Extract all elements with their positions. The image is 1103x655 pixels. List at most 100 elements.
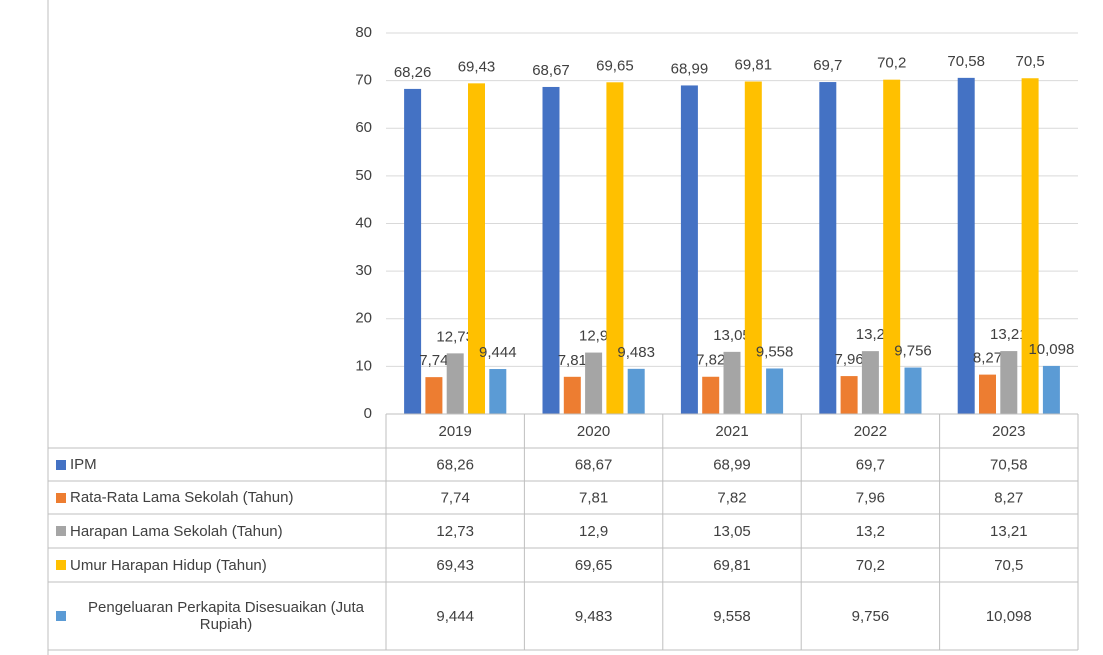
legend-swatch: [56, 526, 66, 536]
legend-entry: IPM: [48, 448, 386, 481]
data-label: 68,99: [671, 60, 709, 77]
data-label: 7,96: [834, 351, 863, 368]
legend-label: Rata-Rata Lama Sekolah (Tahun): [70, 489, 294, 506]
bar: [744, 81, 762, 414]
bar: [542, 86, 560, 415]
data-label: 9,558: [756, 343, 794, 360]
bar: [1000, 351, 1018, 414]
data-label: 69,81: [735, 56, 773, 73]
legend-swatch: [56, 560, 66, 570]
table-cell: 69,43: [436, 557, 474, 574]
bar: [606, 82, 624, 415]
y-tick-label: 30: [355, 262, 372, 279]
x-tick-label: 2021: [715, 423, 748, 440]
x-tick-label: 2022: [854, 423, 887, 440]
table-cell: 9,483: [575, 608, 613, 625]
data-label: 8,27: [973, 350, 1002, 367]
table-cell: 13,05: [713, 523, 751, 540]
y-tick-label: 60: [355, 119, 372, 136]
bar: [468, 83, 485, 414]
data-label: 12,9: [579, 328, 608, 345]
legend-swatch: [56, 492, 66, 503]
x-tick-label: 2023: [992, 423, 1025, 440]
data-label: 69,43: [458, 58, 496, 75]
data-label: 9,756: [894, 343, 932, 360]
data-label: 70,5: [1015, 53, 1044, 70]
table-cell: 69,81: [713, 557, 751, 574]
legend-label: Umur Harapan Hidup (Tahun): [70, 556, 267, 574]
legend-entry: Pengeluaran Perkapita Disesuaikan (Juta …: [48, 582, 386, 650]
legend-label: Harapan Lama Sekolah (Tahun): [70, 522, 283, 540]
bar: [680, 85, 698, 415]
legend-swatch: [56, 459, 66, 470]
bar: [1021, 78, 1039, 415]
bar: [766, 368, 784, 414]
x-tick-label: 2020: [577, 423, 610, 440]
bar: [446, 353, 464, 414]
table-cell: 69,7: [856, 456, 885, 473]
table-cell: 68,99: [713, 456, 751, 473]
bar: [702, 376, 720, 414]
table-cell: 9,756: [852, 608, 890, 625]
table-cell: 68,26: [436, 456, 474, 473]
y-tick-label: 10: [355, 357, 372, 374]
legend-entry: Harapan Lama Sekolah (Tahun): [48, 514, 386, 548]
data-label: 13,21: [990, 326, 1028, 343]
data-label: 12,73: [436, 328, 474, 345]
table-cell: 13,21: [990, 523, 1028, 540]
bar: [1042, 365, 1060, 414]
legend-swatch: [56, 611, 66, 621]
legend-label: Pengeluaran Perkapita Disesuaikan (Juta …: [88, 599, 364, 633]
y-tick-label: 40: [355, 214, 372, 231]
table-cell: 7,74: [441, 489, 470, 506]
bar: [563, 376, 581, 414]
table-cell: 70,5: [994, 557, 1023, 574]
table-cell: 7,81: [579, 489, 608, 506]
table-cell: 8,27: [994, 489, 1023, 506]
bar: [861, 351, 879, 414]
table-cell: 9,444: [436, 608, 474, 625]
legend-entry: Umur Harapan Hidup (Tahun): [48, 548, 386, 582]
table-cell: 12,73: [436, 523, 474, 540]
x-tick-label: 2019: [439, 423, 472, 440]
table-cell: 12,9: [579, 523, 608, 540]
bar: [404, 88, 422, 415]
y-tick-label: 0: [364, 405, 372, 422]
y-tick-label: 70: [355, 72, 372, 89]
bar: [627, 368, 645, 414]
bar: [585, 352, 603, 414]
legend-label: IPM: [70, 456, 97, 473]
table-cell: 68,67: [575, 456, 613, 473]
bar: [425, 377, 443, 414]
table-cell: 10,098: [986, 608, 1032, 625]
bar: [819, 82, 837, 415]
y-tick-label: 20: [355, 310, 372, 327]
y-tick-label: 50: [355, 167, 372, 184]
table-cell: 7,96: [856, 489, 885, 506]
table-cell: 13,2: [856, 523, 885, 540]
data-label: 70,58: [947, 53, 985, 70]
data-label: 69,7: [813, 57, 842, 74]
table-cell: 70,2: [856, 557, 885, 574]
bar: [883, 79, 901, 415]
data-label: 10,098: [1028, 341, 1074, 358]
data-label: 13,2: [856, 326, 885, 343]
bar: [957, 77, 975, 415]
data-label: 69,65: [596, 57, 634, 74]
bar: [979, 374, 996, 414]
table-cell: 9,558: [713, 608, 751, 625]
bar: [723, 351, 741, 414]
table-cell: 7,82: [717, 489, 746, 506]
bar: [840, 376, 858, 414]
bar: [489, 369, 507, 414]
data-label: 68,67: [532, 62, 570, 79]
data-label: 7,82: [696, 352, 725, 369]
data-label: 68,26: [394, 64, 432, 81]
table-cell: 69,65: [575, 557, 613, 574]
bar: [904, 367, 922, 414]
data-label: 7,81: [558, 352, 587, 369]
data-label: 13,05: [713, 327, 751, 344]
data-label: 7,74: [419, 352, 448, 369]
